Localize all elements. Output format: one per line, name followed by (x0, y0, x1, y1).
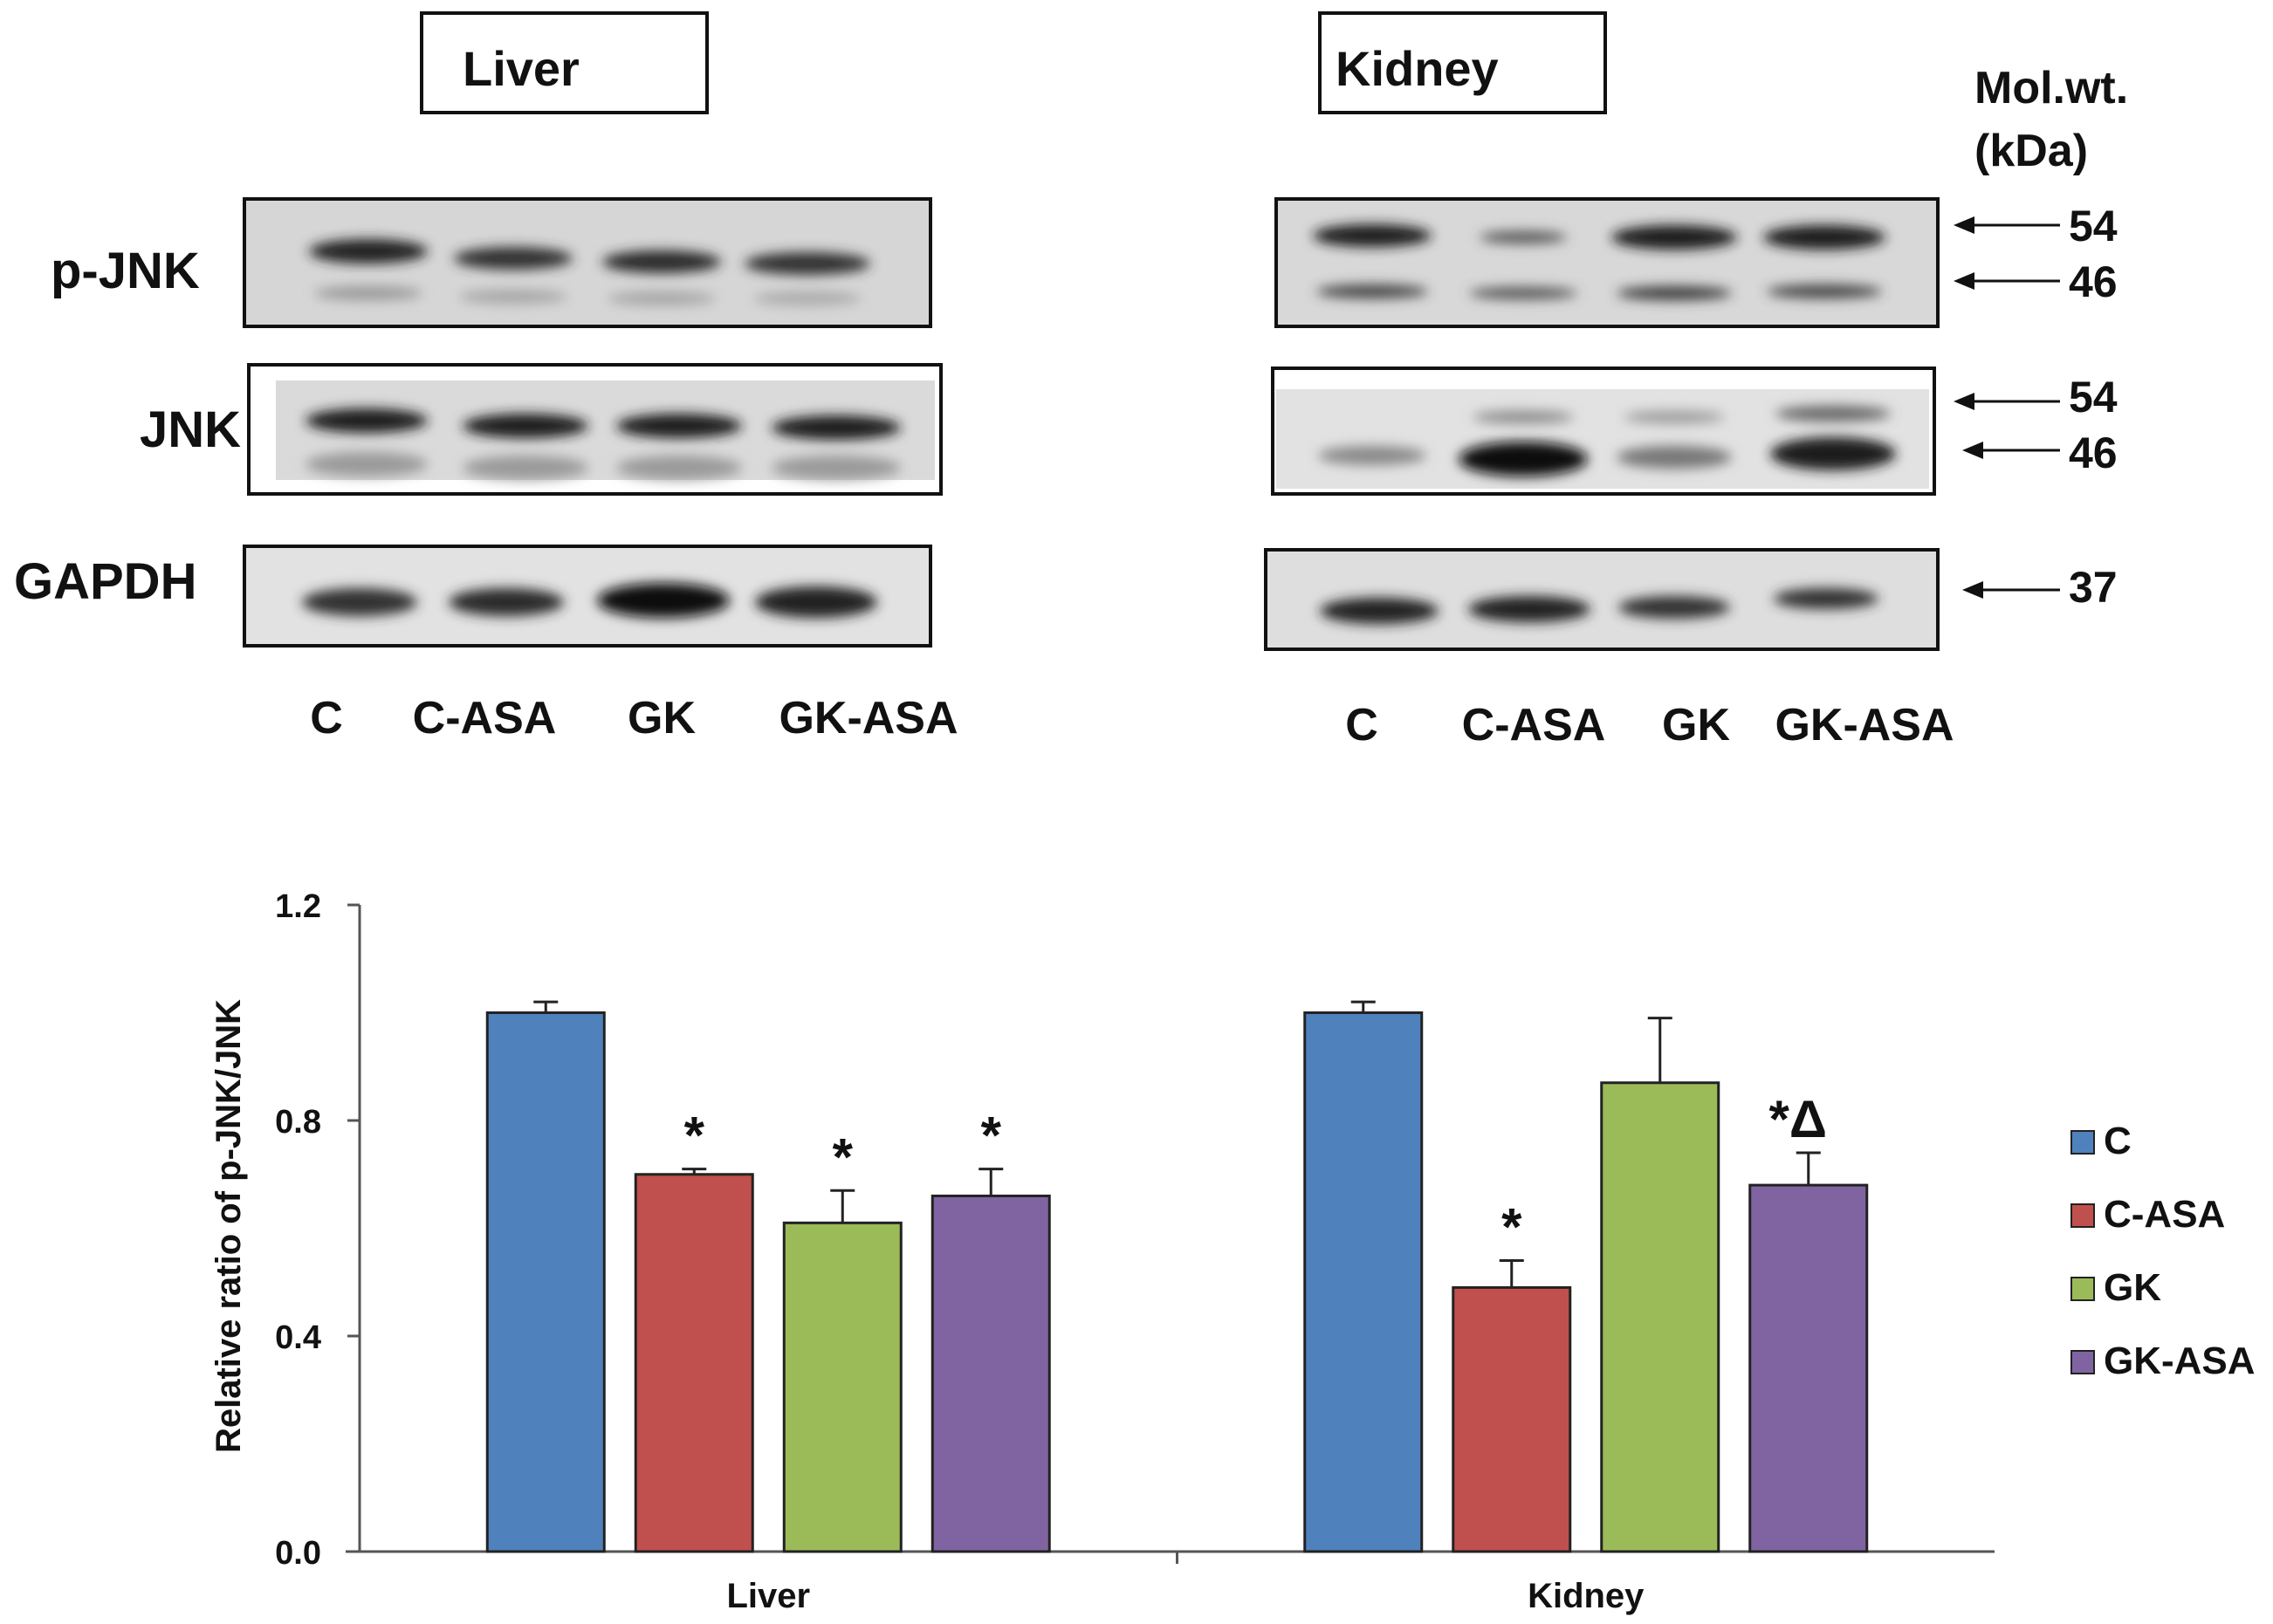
legend: C C-ASA GK GK-ASA (2070, 1120, 2256, 1382)
legend-swatch (2070, 1350, 2095, 1374)
marker-label: 37 (2069, 563, 2118, 612)
arrow-icon (1954, 272, 2060, 290)
y-tick-label: 0.0 (275, 1535, 321, 1572)
bar-chart: 0.0 0.4 0.8 1.2 Liver Kidney Relative ratio … (209, 888, 2256, 1615)
significance-marker: * (1501, 1198, 1522, 1257)
y-ticks: 0.0 0.4 0.8 1.2 (275, 888, 360, 1572)
row-label-jnk: JNK (140, 401, 241, 458)
arrow-icon (1962, 442, 2060, 459)
x-tick-label: Kidney (1528, 1577, 1645, 1615)
bar (930, 1194, 1051, 1553)
bars: * * * * *Δ (485, 1000, 1869, 1553)
y-axis-label: Relative ratio of p-JNK/JNK (209, 999, 248, 1453)
marker-label: 46 (2069, 257, 2118, 306)
lane-label: GK (628, 693, 696, 743)
bar (634, 1173, 754, 1553)
significance-marker: *Δ (1769, 1090, 1827, 1148)
lane-label: C (1345, 700, 1378, 750)
significance-marker: * (833, 1127, 854, 1186)
legend-label: GK (2104, 1266, 2161, 1309)
liver-panel-title: Liver (463, 41, 580, 96)
marker-label: 46 (2069, 428, 2118, 477)
y-axis: 0.0 0.4 0.8 1.2 (275, 888, 361, 1572)
bar (782, 1221, 903, 1553)
legend-swatch (2070, 1130, 2095, 1155)
row-label-gapdh: GAPDH (14, 553, 196, 610)
marker-label: 54 (2069, 202, 2118, 250)
bar (1452, 1285, 1572, 1553)
kidney-title-box (1318, 11, 1607, 114)
legend-swatch (2070, 1203, 2095, 1228)
bar (1748, 1183, 1869, 1553)
lane-label: GK-ASA (1775, 700, 1954, 750)
legend-label: C-ASA (2104, 1193, 2225, 1236)
x-tick-label: Liver (726, 1577, 810, 1615)
blot-bands (302, 224, 1896, 624)
marker-label: 54 (2069, 373, 2118, 421)
legend-swatch (2070, 1277, 2095, 1301)
bar (1303, 1011, 1424, 1553)
lane-label: GK-ASA (779, 693, 958, 743)
bar (485, 1011, 606, 1553)
mol-wt-unit: (kDa) (1974, 126, 2088, 176)
significance-marker: * (981, 1107, 1002, 1165)
row-label-p-jnk: p-JNK (51, 243, 200, 299)
bar (1600, 1081, 1720, 1553)
liver-title-box (420, 11, 709, 114)
kidney-pjnk-blot (1274, 197, 1940, 328)
y-tick-label: 1.2 (275, 888, 321, 925)
lane-label: C-ASA (413, 693, 557, 743)
arrow-icon (1954, 393, 2060, 410)
y-tick-label: 0.4 (275, 1319, 321, 1356)
legend-label: C (2104, 1120, 2132, 1162)
legend-label: GK-ASA (2104, 1340, 2256, 1382)
arrow-icon (1954, 216, 2060, 234)
significance-marker: * (684, 1107, 705, 1165)
kidney-panel-title: Kidney (1336, 41, 1499, 96)
blot-area: Liver Kidney Mol.wt. (kDa) p-JNK JNK GAP… (14, 11, 2128, 750)
kidney-lane-labels: C C-ASA GK GK-ASA (1345, 700, 1954, 750)
mol-wt-header: Mol.wt. (1974, 63, 2128, 113)
liver-lane-labels: C C-ASA GK GK-ASA (310, 693, 958, 743)
lane-label: C (310, 693, 343, 743)
lane-label: C-ASA (1462, 700, 1606, 750)
y-tick-label: 0.8 (275, 1104, 321, 1141)
x-axis: Liver Kidney (346, 1550, 1995, 1615)
mw-markers: 54 46 54 46 37 (1954, 202, 2118, 612)
arrow-icon (1962, 581, 2060, 599)
lane-label: GK (1662, 700, 1730, 750)
